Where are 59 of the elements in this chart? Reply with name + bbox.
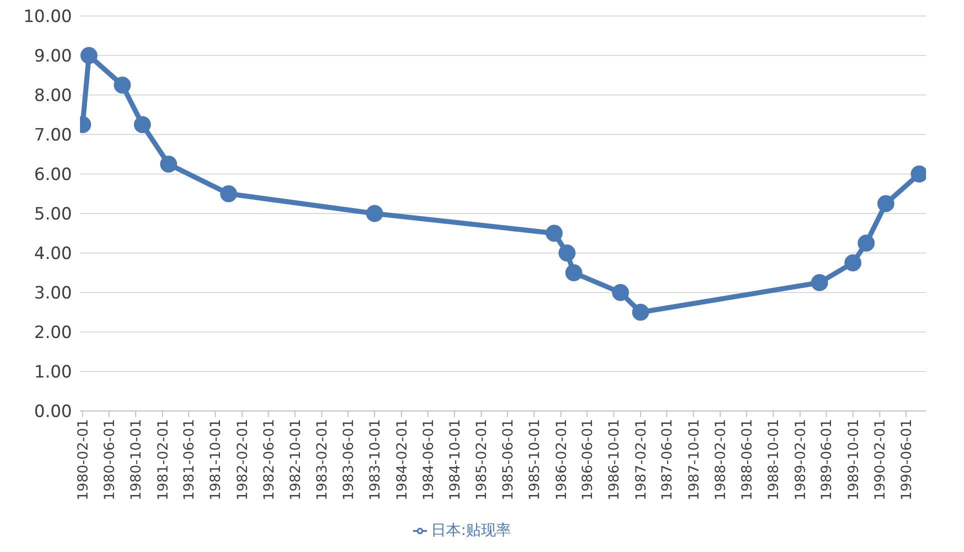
- point: [565, 264, 582, 282]
- y-tick-label: 0.00: [34, 402, 72, 422]
- point: [134, 116, 151, 134]
- point: [546, 224, 563, 242]
- x-tick-label: 1986-10-01: [606, 419, 623, 500]
- x-tick-label: 1989-10-01: [846, 419, 862, 500]
- x-tick-label: 1989-02-01: [793, 419, 810, 500]
- y-tick-label: 4.00: [34, 244, 72, 264]
- x-tick-label: 1984-06-01: [420, 419, 437, 500]
- point: [80, 47, 98, 64]
- x-tick-label: 1980-02-01: [76, 419, 92, 500]
- y-tick-label: 5.00: [34, 204, 72, 225]
- x-tick-label: 1989-06-01: [819, 419, 836, 500]
- y-tick-label: 9.00: [34, 46, 72, 67]
- point: [612, 284, 630, 301]
- x-tick-label: 1985-10-01: [527, 419, 544, 500]
- y-tick-label: 8.00: [34, 86, 72, 106]
- point: [811, 274, 828, 292]
- x-tick-label: 1987-02-01: [634, 419, 650, 500]
- x-tick-label: 1985-02-01: [474, 419, 490, 500]
- point: [558, 244, 576, 262]
- x-tick-label: 1980-06-01: [102, 419, 118, 500]
- x-tick-label: 1988-10-01: [766, 419, 782, 500]
- x-tick-label: 1981-10-01: [208, 419, 224, 500]
- x-tick-label: 1985-06-01: [500, 419, 516, 500]
- point: [160, 156, 178, 173]
- x-tick-label: 1984-10-01: [447, 419, 464, 500]
- x-tick-label: 1983-02-01: [314, 419, 331, 500]
- x-tick-label: 1981-02-01: [155, 419, 172, 500]
- point: [632, 304, 650, 321]
- point: [220, 185, 238, 202]
- y-tick-label: 10.00: [23, 7, 72, 28]
- x-tick-label: 1982-06-01: [261, 419, 278, 500]
- point: [844, 254, 862, 272]
- point: [366, 205, 384, 222]
- x-tick-label: 1990-02-01: [872, 419, 889, 500]
- y-tick-label: 3.00: [34, 284, 72, 304]
- x-tick-label: 1987-06-01: [660, 419, 676, 500]
- point: [858, 234, 875, 252]
- x-tick-label: 1983-06-01: [340, 419, 357, 500]
- x-tick-label: 1982-10-01: [288, 419, 304, 500]
- point: [877, 195, 894, 212]
- x-tick-label: 1981-06-01: [182, 419, 198, 500]
- legend-label: 日本:贴现率: [430, 521, 512, 539]
- x-tick-label: 1986-06-01: [580, 419, 596, 500]
- x-tick-label: 1990-06-01: [898, 419, 915, 500]
- x-tick-label: 1984-02-01: [394, 419, 410, 500]
- y-tick-label: 6.00: [34, 165, 72, 186]
- x-tick-label: 1982-02-01: [235, 419, 252, 500]
- point: [114, 76, 131, 94]
- x-tick-label: 1986-02-01: [554, 419, 570, 500]
- x-tick-label: 1983-10-01: [368, 419, 384, 500]
- x-tick-label: 1987-10-01: [686, 419, 702, 500]
- y-tick-label: 7.00: [34, 126, 72, 146]
- x-tick-label: 1988-06-01: [740, 419, 756, 500]
- x-tick-label: 1980-10-01: [128, 419, 145, 500]
- y-tick-label: 2.00: [34, 323, 72, 344]
- x-tick-label: 1988-02-01: [713, 419, 730, 500]
- y-tick-label: 1.00: [34, 362, 72, 383]
